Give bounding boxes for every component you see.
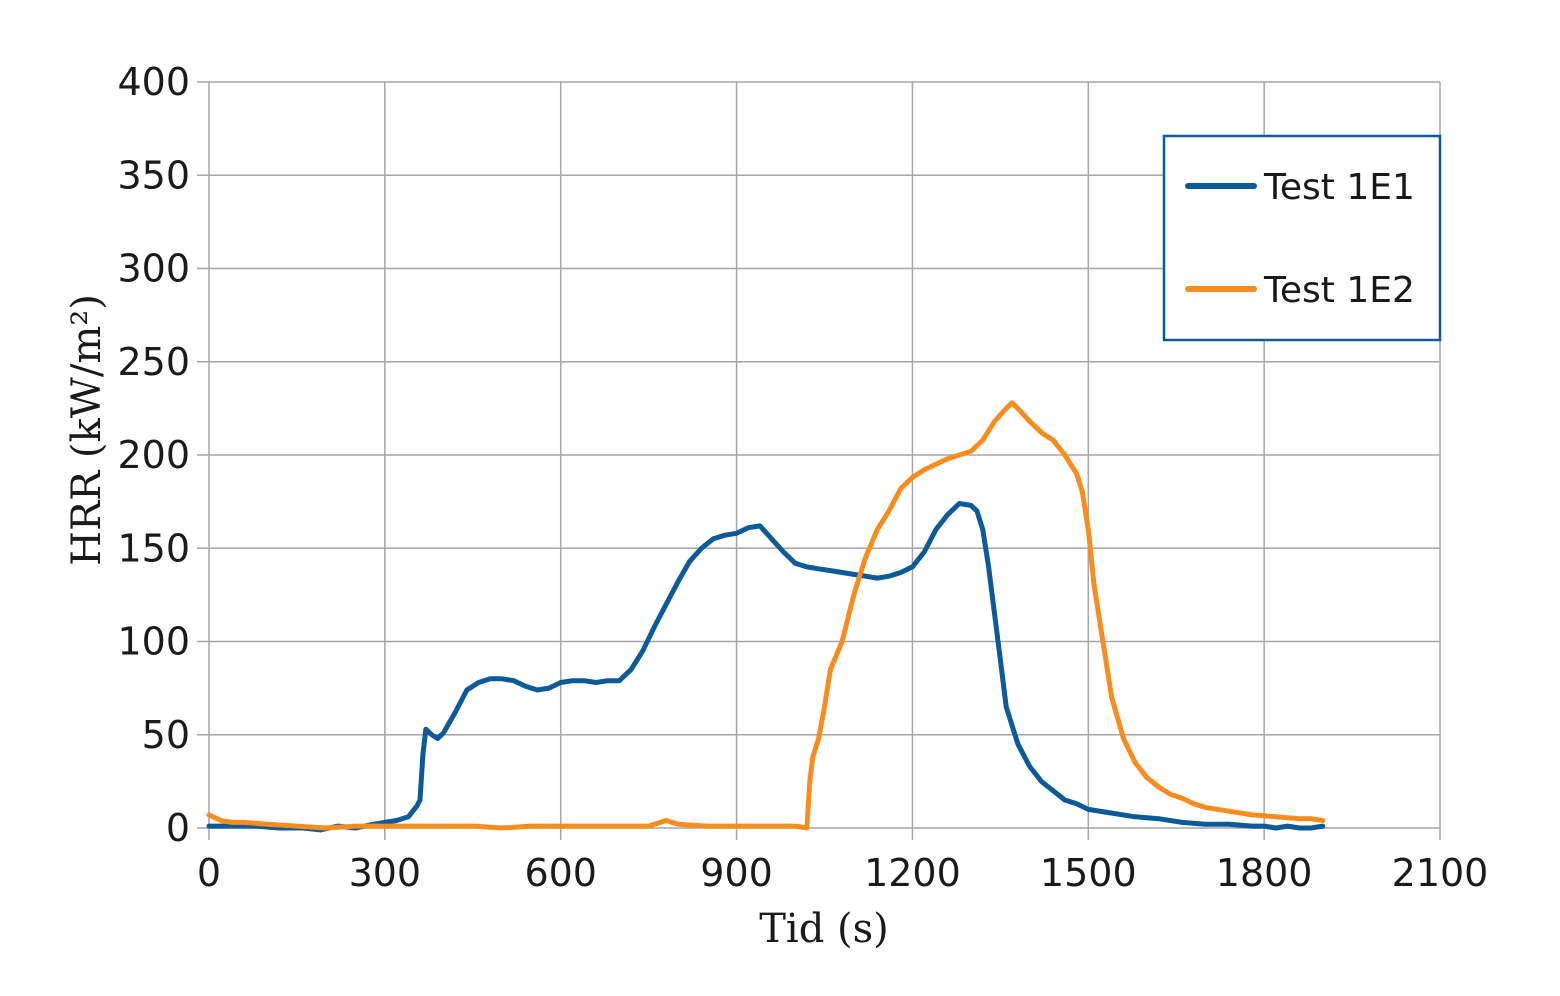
x-tick-label: 1500 — [1040, 851, 1137, 895]
x-tick-label: 1800 — [1216, 851, 1313, 895]
gridlines — [197, 81, 1441, 840]
legend: Test 1E1 Test 1E2 — [1162, 134, 1442, 342]
y-tick-label: 0 — [166, 806, 190, 850]
x-tick-label: 1200 — [864, 851, 961, 895]
y-tick-label: 400 — [117, 60, 190, 104]
y-tick-label: 50 — [142, 713, 190, 757]
y-tick-labels: 0 50 100 150 200 250 300 350 400 — [117, 60, 190, 850]
series-line-test-1e1 — [206, 501, 1326, 833]
legend-label-test-1e1: Test 1E1 — [1263, 167, 1415, 208]
y-tick-label: 200 — [117, 433, 190, 477]
y-tick-label: 150 — [117, 526, 190, 570]
y-axis-title: HRR (kW/m²) — [64, 294, 110, 566]
y-tick-label: 350 — [117, 153, 190, 197]
x-tick-label: 2100 — [1392, 851, 1489, 895]
series-lines — [206, 400, 1326, 833]
x-tick-label: 0 — [197, 851, 221, 895]
legend-label-test-1e2: Test 1E2 — [1263, 270, 1415, 311]
x-tick-label: 900 — [700, 851, 773, 895]
y-tick-label: 250 — [117, 340, 190, 384]
series-line-test-1e2 — [206, 400, 1326, 831]
legend-box — [1162, 134, 1442, 342]
y-tick-label: 100 — [117, 620, 190, 664]
x-tick-labels: 0 300 600 900 1200 1500 1800 2100 — [197, 851, 1488, 895]
x-tick-label: 300 — [349, 851, 422, 895]
x-axis-title: Tid (s) — [759, 906, 889, 952]
y-tick-label: 300 — [117, 247, 190, 291]
x-tick-label: 600 — [524, 851, 597, 895]
